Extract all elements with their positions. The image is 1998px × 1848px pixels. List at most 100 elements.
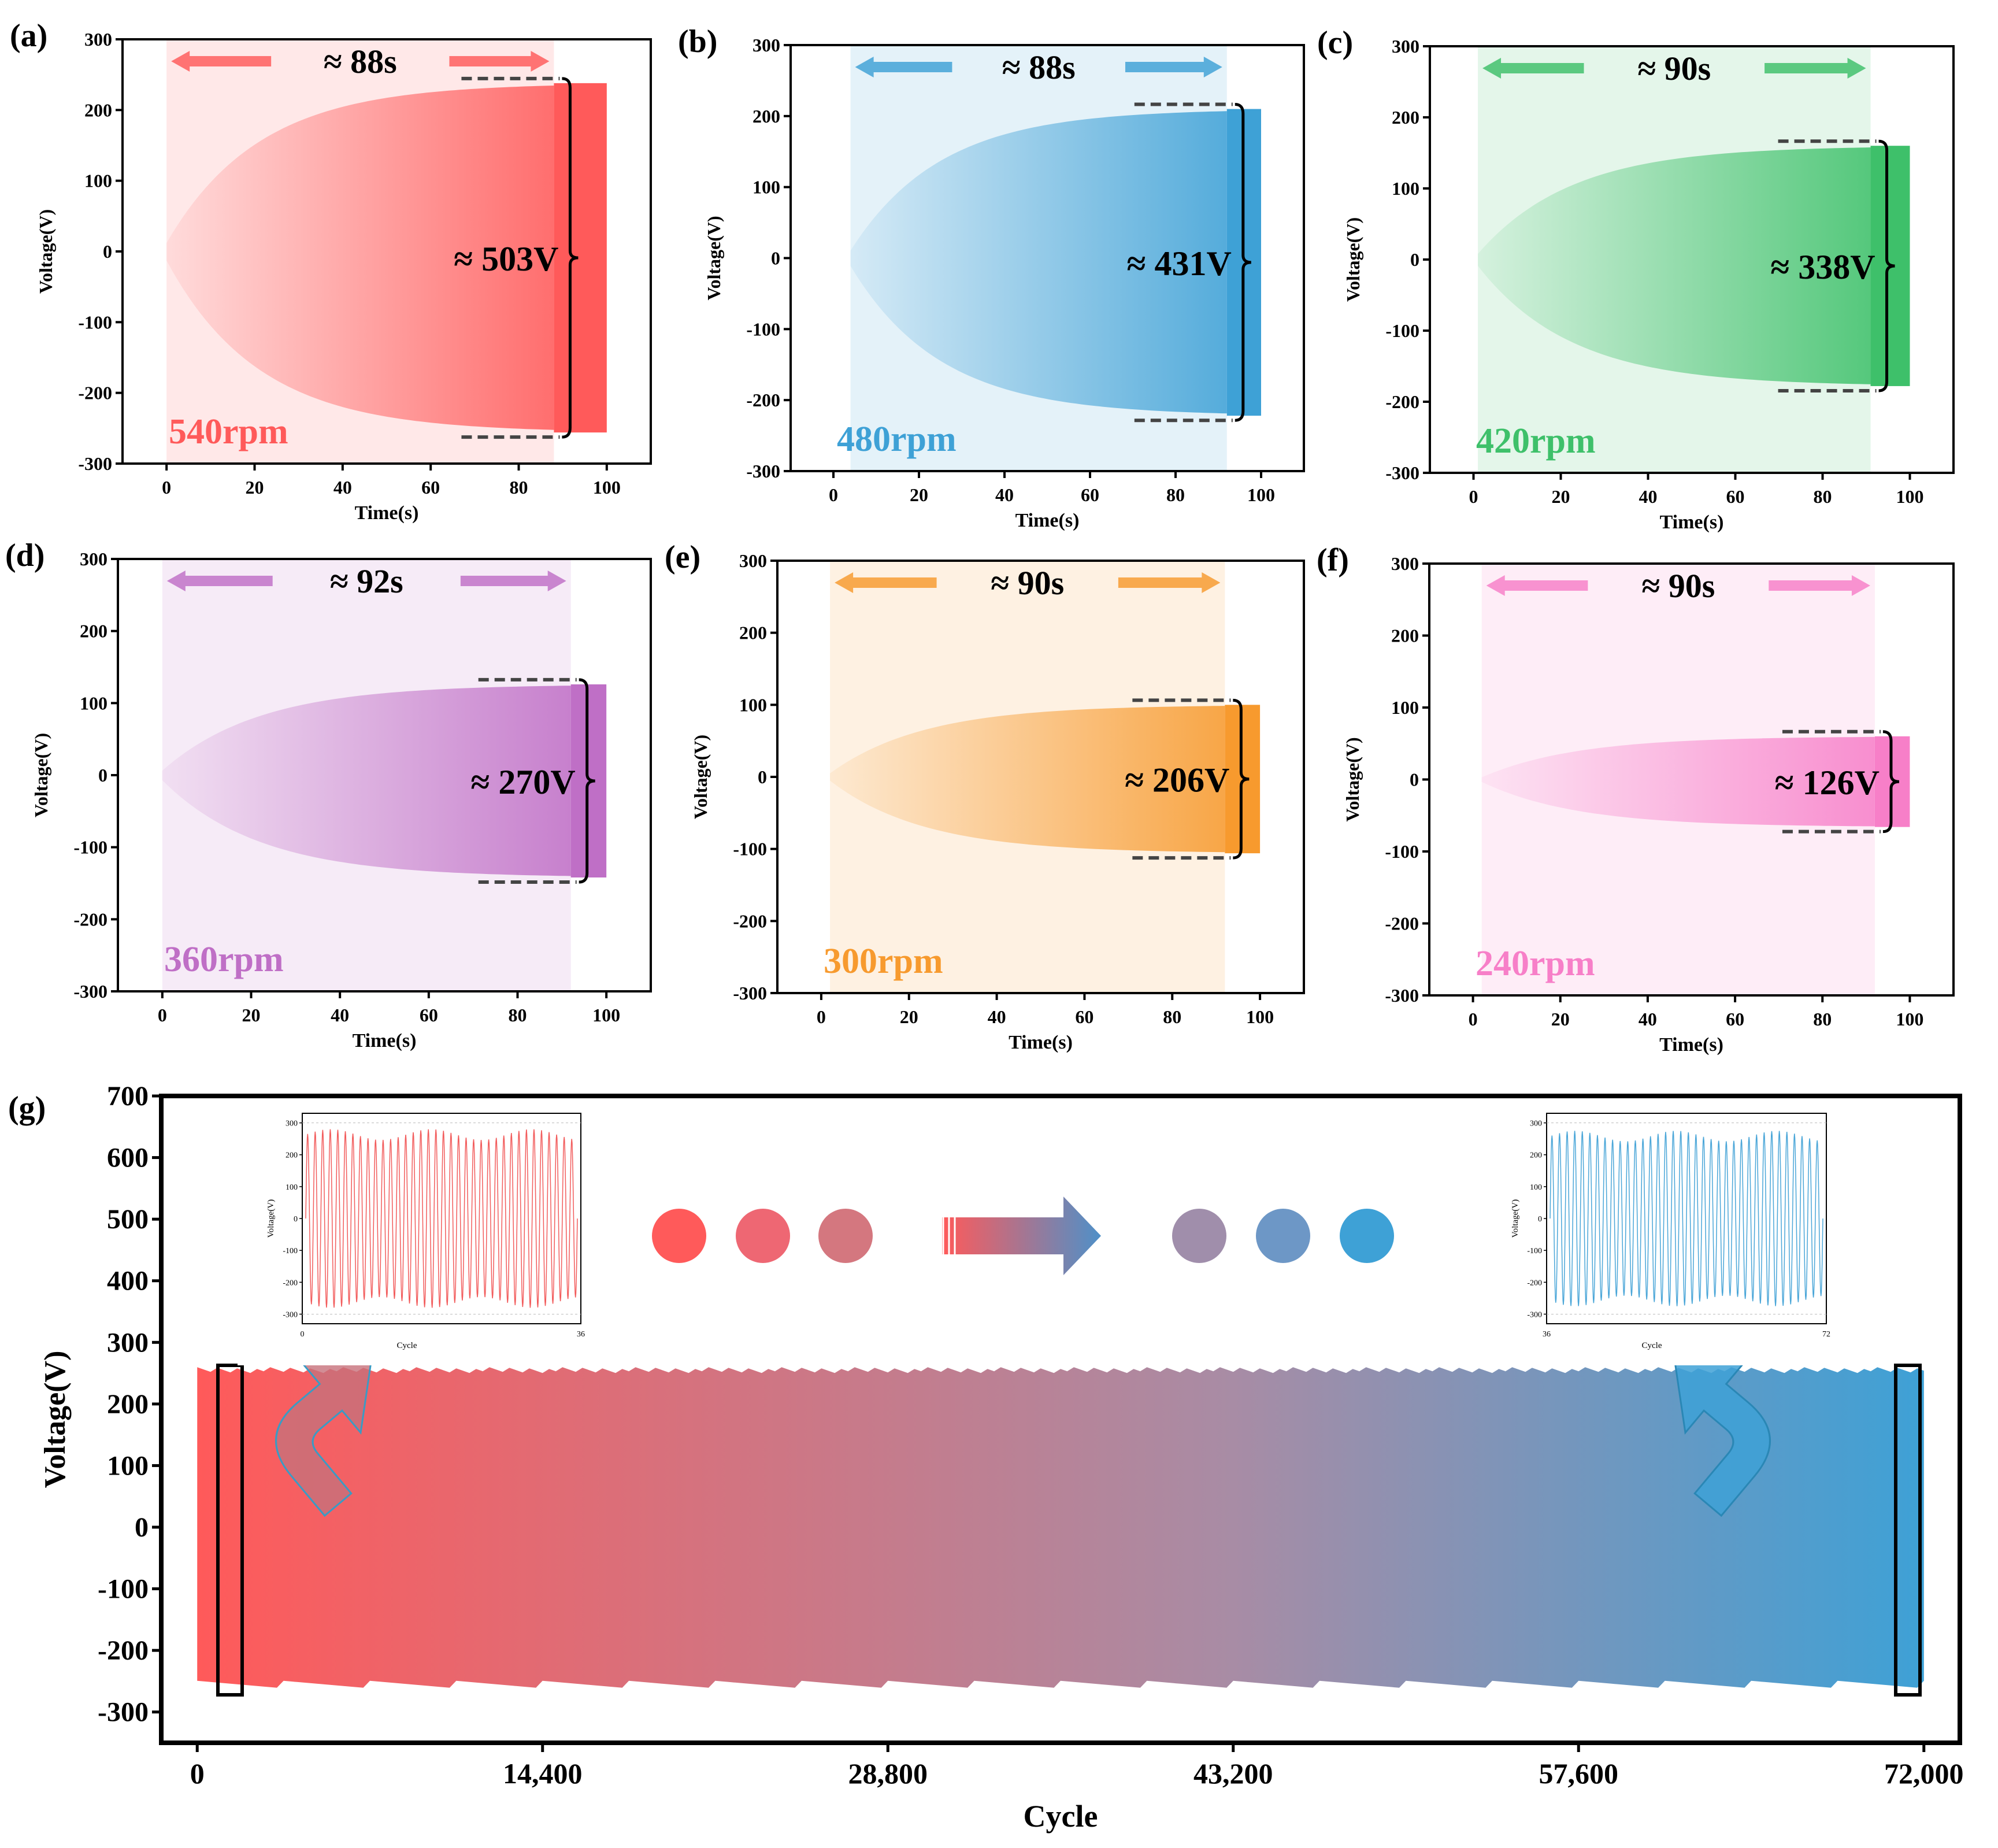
x-tick-label: 100	[1896, 1009, 1923, 1029]
y-tick-label: 300	[739, 550, 767, 571]
y-tick-label: 200	[84, 99, 112, 120]
x-axis-label: Time(s)	[1009, 1032, 1073, 1053]
inset-y-tick-label: -200	[1527, 1279, 1542, 1287]
y-tick-label: 300	[1392, 36, 1419, 57]
signal-envelope	[1478, 147, 1871, 384]
y-tick-label: 100	[753, 177, 780, 198]
amplitude-label: ≈ 338V	[1770, 248, 1875, 286]
x-tick-label: 40	[333, 477, 352, 498]
y-tick-label: -200	[73, 909, 108, 929]
y-tick-label: 600	[107, 1143, 149, 1173]
duration-label: ≈ 92s	[330, 562, 403, 600]
x-tick-label: 28,800	[848, 1757, 928, 1790]
y-tick-label: -200	[78, 383, 112, 403]
inset-background	[238, 1103, 591, 1365]
x-tick-label: 60	[1726, 486, 1745, 507]
y-tick-label: -300	[746, 461, 780, 482]
y-tick-label: -300	[98, 1697, 149, 1728]
x-axis-label: Cycle	[1024, 1799, 1098, 1834]
speed-label: 420rpm	[1476, 421, 1596, 461]
x-tick-label: 60	[421, 477, 440, 498]
x-tick-label: 100	[1247, 484, 1275, 505]
amplitude-brace	[1882, 730, 1900, 834]
y-tick-label: -200	[1385, 913, 1419, 934]
x-tick-label: 40	[331, 1005, 349, 1025]
y-tick-label: -100	[1385, 320, 1419, 341]
start-color-circle	[652, 1209, 706, 1263]
left-arrow	[1486, 575, 1588, 596]
inset-x-tick-label: 36	[577, 1330, 585, 1339]
left-arrow	[835, 572, 937, 593]
inset-x-tick-label: 72	[1822, 1330, 1830, 1339]
x-tick-label: 0	[190, 1757, 205, 1790]
duration-label: ≈ 88s	[1002, 49, 1076, 86]
y-tick-label: 0	[758, 766, 767, 787]
y-axis-label: Voltage(V)	[703, 216, 724, 300]
x-axis-label: Time(s)	[1660, 512, 1724, 533]
duration-label: ≈ 90s	[991, 564, 1064, 602]
y-tick-label: -100	[733, 839, 767, 860]
inset-background	[1482, 1103, 1837, 1365]
panel-letter: (g)	[8, 1090, 46, 1126]
x-tick-label: 80	[509, 1005, 527, 1025]
x-tick-label: 20	[242, 1005, 261, 1025]
amplitude-label: ≈ 431V	[1127, 245, 1232, 283]
inset-y-tick-label: 300	[1530, 1120, 1542, 1128]
inset-signal	[305, 1129, 578, 1308]
duration-label: ≈ 90s	[1637, 50, 1711, 87]
inset-x-tick-label: 36	[1543, 1330, 1551, 1339]
end-color-circle	[1340, 1209, 1394, 1263]
y-tick-label: 300	[1391, 553, 1419, 574]
y-tick-label: 100	[739, 694, 767, 715]
y-tick-label: 200	[80, 621, 108, 642]
y-tick-label: 300	[753, 35, 780, 55]
left-arrow	[1482, 58, 1584, 79]
panel-d: 300 200 100 0 -100 -200 -300 0 20 40 60 80 100 Time(s…	[5, 538, 652, 1051]
inset-x-axis-label: Cycle	[1642, 1341, 1662, 1350]
panel-b: 300 200 100 0 -100 -200 -300 0 20 40 60 80 100 Time(s…	[678, 24, 1305, 531]
y-tick-label: 100	[84, 171, 112, 191]
x-tick-label: 0	[158, 1005, 167, 1025]
inset-y-tick-label: 100	[1530, 1183, 1542, 1192]
x-tick-label: 0	[1469, 1009, 1478, 1029]
x-tick-label: 40	[988, 1006, 1006, 1027]
speed-label: 360rpm	[164, 940, 284, 979]
amplitude-label: ≈ 270V	[470, 763, 575, 801]
inset-signal	[1550, 1131, 1823, 1306]
y-tick-label: 200	[107, 1389, 149, 1420]
x-tick-label: 40	[1639, 1009, 1657, 1029]
inset-y-tick-label: 0	[294, 1215, 298, 1224]
x-tick-label: 72,000	[1884, 1757, 1964, 1790]
x-tick-label: 57,600	[1539, 1757, 1619, 1790]
inset-y-tick-label: -100	[1527, 1247, 1542, 1256]
panel-letter: (f)	[1317, 542, 1349, 578]
y-axis-label: Voltage(V)	[690, 735, 711, 819]
transition-arrow	[942, 1197, 1101, 1275]
y-tick-label: -200	[746, 390, 780, 410]
inset-y-tick-label: 200	[286, 1151, 298, 1160]
inset-y-tick-label: 0	[1538, 1215, 1542, 1224]
y-tick-label: 200	[739, 623, 767, 643]
left-arrow	[166, 571, 273, 591]
x-tick-label: 0	[817, 1006, 826, 1027]
amplitude-label: ≈ 503V	[454, 240, 558, 278]
panel-e: 300 200 100 0 -100 -200 -300 0 20 40 60 80 100 Time(s…	[665, 539, 1305, 1053]
x-tick-label: 100	[593, 477, 621, 498]
x-tick-label: 100	[592, 1005, 620, 1025]
panel-a: 300 200 100 0 -100 -200 -300 0 20 40 60 80 100 Time(s…	[10, 18, 652, 524]
y-tick-label: -300	[733, 983, 767, 1003]
amplitude-label: ≈ 206V	[1125, 761, 1229, 799]
x-tick-label: 100	[1246, 1006, 1274, 1027]
panel-letter: (b)	[678, 24, 717, 60]
x-tick-label: 80	[510, 477, 528, 498]
amplitude-brace	[1235, 103, 1251, 422]
end-color-circle	[1172, 1209, 1226, 1263]
start-color-circle	[736, 1209, 790, 1263]
y-tick-label: -300	[78, 453, 112, 474]
y-tick-label: 200	[1391, 625, 1419, 646]
inset-y-tick-label: -100	[283, 1247, 298, 1256]
y-tick-label: -100	[746, 319, 780, 339]
y-tick-label: 0	[1410, 769, 1419, 790]
y-tick-label: -300	[1385, 462, 1419, 483]
